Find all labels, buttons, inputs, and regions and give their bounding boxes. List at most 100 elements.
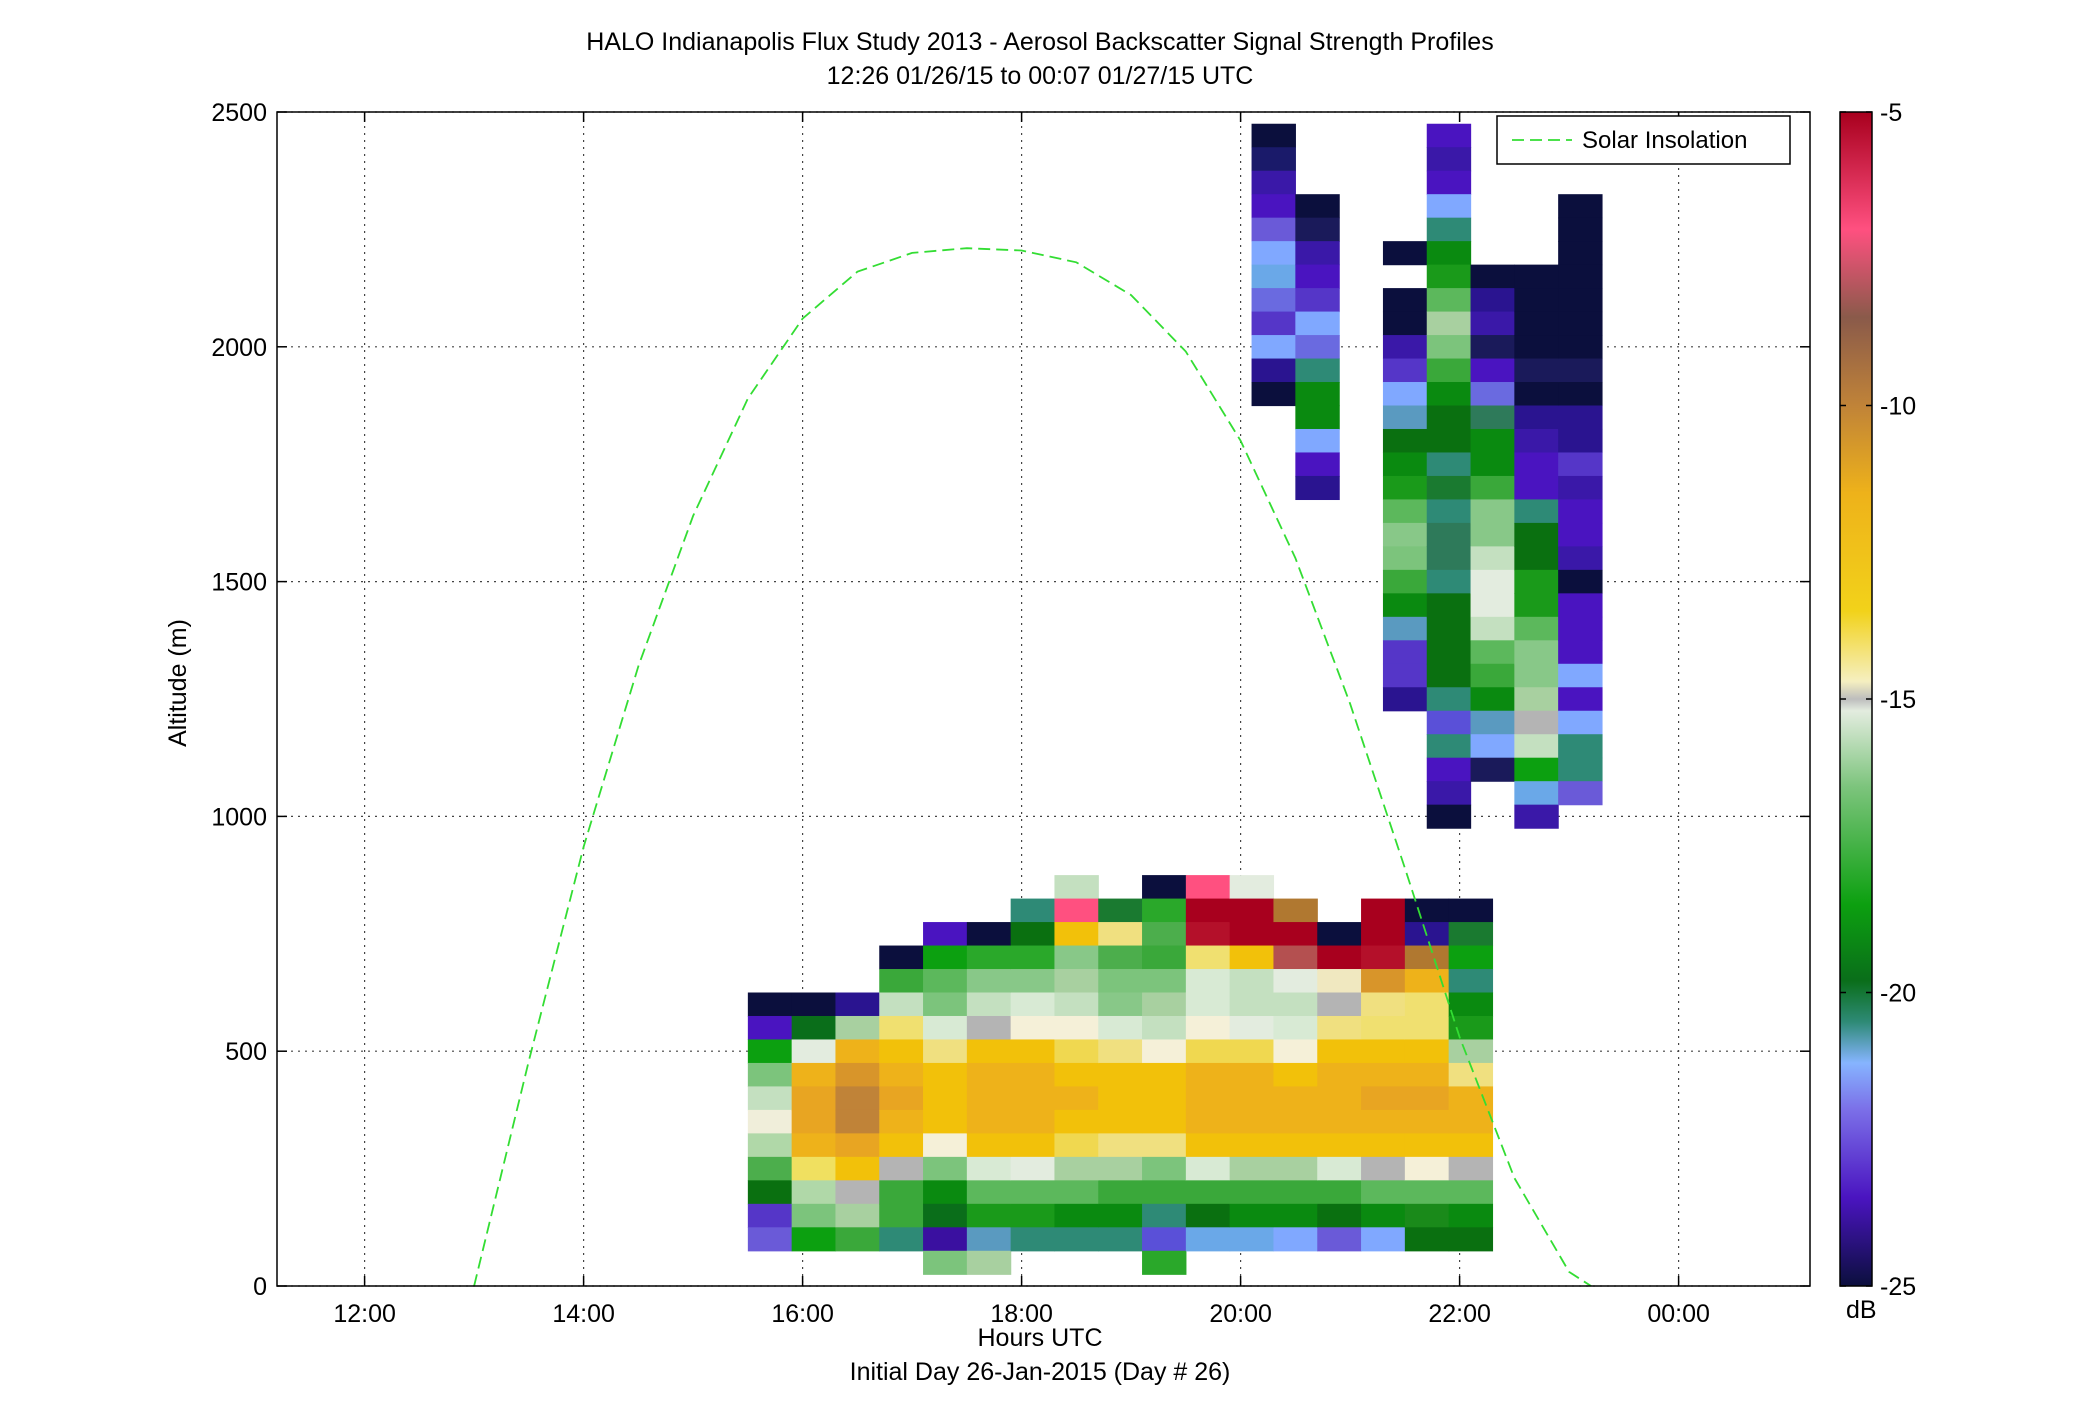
heatmap-cell (1448, 1109, 1494, 1134)
heatmap-cell (1558, 757, 1603, 782)
heatmap-cell (1426, 522, 1472, 547)
heatmap-cell (1229, 1156, 1275, 1181)
heatmap-cell (1382, 335, 1428, 360)
chart-subtitle: 12:26 01/26/15 to 00:07 01/27/15 UTC (827, 62, 1254, 90)
heatmap-cell (747, 1203, 793, 1228)
heatmap-cell (1295, 428, 1340, 454)
heatmap-cell (1558, 264, 1603, 289)
heatmap-cell (1558, 593, 1603, 618)
heatmap-cell (1514, 569, 1559, 594)
heatmap-cell (1361, 1086, 1406, 1111)
heatmap-cell (1448, 945, 1494, 970)
heatmap-cell (1514, 358, 1559, 383)
heatmap-cell (1229, 1133, 1275, 1158)
heatmap-cell (1273, 898, 1318, 923)
heatmap-cell (1426, 640, 1472, 665)
heatmap-cell (1558, 569, 1603, 594)
heatmap-cell (747, 1015, 793, 1041)
heatmap-cell (1514, 264, 1559, 289)
heatmap-cell (1426, 804, 1472, 829)
heatmap-cell (791, 1062, 837, 1088)
heatmap-cell (1295, 194, 1340, 219)
heatmap-cell (879, 1133, 924, 1158)
heatmap-cell (1448, 1086, 1494, 1111)
heatmap-cell (1426, 123, 1472, 148)
heatmap-cell (1317, 1203, 1362, 1228)
y-tick-label: 2500 (211, 99, 267, 127)
heatmap-cell (1382, 687, 1428, 712)
heatmap-cell (923, 969, 968, 994)
heatmap-cell (791, 992, 837, 1017)
heatmap-cell (1448, 1015, 1494, 1041)
heatmap-cell (1185, 1062, 1231, 1088)
heatmap-cell (1273, 1203, 1318, 1228)
heatmap-cell (1185, 1227, 1231, 1252)
heatmap-cell (1054, 1203, 1099, 1228)
heatmap-cell (1514, 734, 1559, 759)
legend-label-solar-insolation: Solar Insolation (1582, 127, 1747, 154)
heatmap-cell (1448, 1203, 1494, 1228)
heatmap-cell (1054, 922, 1099, 947)
heatmap-cell (1295, 358, 1340, 383)
heatmap-cell (1185, 1133, 1231, 1158)
heatmap-cell (1317, 1039, 1362, 1064)
heatmap-cell (1185, 945, 1231, 970)
colorbar-tick-label: -10 (1880, 393, 1916, 421)
heatmap-cell (1098, 1086, 1143, 1111)
heatmap-cell (1382, 546, 1428, 571)
heatmap-cell (1514, 288, 1559, 313)
heatmap-cell (1142, 1227, 1187, 1252)
heatmap-cell (1426, 217, 1472, 242)
heatmap-cell (1273, 945, 1318, 970)
heatmap-cell (1185, 1156, 1231, 1181)
heatmap-cell (1514, 382, 1559, 407)
heatmap-cell (1273, 992, 1318, 1017)
heatmap-cell (791, 1109, 837, 1134)
heatmap-cell (1010, 1156, 1056, 1181)
heatmap-cell (1229, 1039, 1275, 1064)
heatmap-cell (1295, 335, 1340, 360)
heatmap-cell (1185, 922, 1231, 947)
legend: Solar Insolation (1496, 115, 1791, 165)
heatmap-cell (1185, 1203, 1231, 1228)
x-tick-label: 18:00 (990, 1300, 1053, 1328)
heatmap-cell (1404, 945, 1450, 970)
heatmap-cell (1558, 475, 1603, 501)
heatmap-cell (1251, 264, 1296, 289)
heatmap-cell (1404, 1180, 1450, 1205)
heatmap-cell (1470, 546, 1515, 571)
heatmap-cell (1185, 1180, 1231, 1205)
heatmap-cell (1010, 1180, 1056, 1205)
heatmap-cell (1514, 757, 1559, 782)
heatmap-cell (1382, 428, 1428, 454)
heatmap-cell (1251, 194, 1296, 219)
heatmap-cell (835, 1156, 880, 1181)
heatmap-cell (1273, 1086, 1318, 1111)
heatmap-cell (1185, 875, 1231, 900)
heatmap-cell (1514, 335, 1559, 360)
heatmap-cell (1054, 875, 1099, 900)
heatmap-cell (1142, 945, 1187, 970)
heatmap-cell (1514, 546, 1559, 571)
heatmap-cell (923, 1250, 968, 1275)
x-tick-label: 00:00 (1647, 1300, 1710, 1328)
heatmap-cell (1229, 1062, 1275, 1088)
heatmap-cell (1448, 898, 1494, 923)
heatmap-cell (923, 1156, 968, 1181)
heatmap-cell (1317, 1109, 1362, 1134)
heatmap-cell (1470, 288, 1515, 313)
heatmap-cell (1404, 1133, 1450, 1158)
heatmap-cell (1054, 1227, 1099, 1252)
colorbar-unit-label: dB (1846, 1296, 1877, 1324)
heatmap-cell (835, 1133, 880, 1158)
heatmap-cell (1098, 898, 1143, 923)
heatmap-cell (1382, 616, 1428, 641)
heatmap-cell (966, 1039, 1012, 1064)
heatmap-cell (1229, 969, 1275, 994)
heatmap-cell (1514, 710, 1559, 735)
heatmap-cell (879, 1203, 924, 1228)
heatmap-cell (835, 1109, 880, 1134)
heatmap-cell (1142, 922, 1187, 947)
heatmap-cell (791, 1156, 837, 1181)
heatmap-cell (879, 1180, 924, 1205)
